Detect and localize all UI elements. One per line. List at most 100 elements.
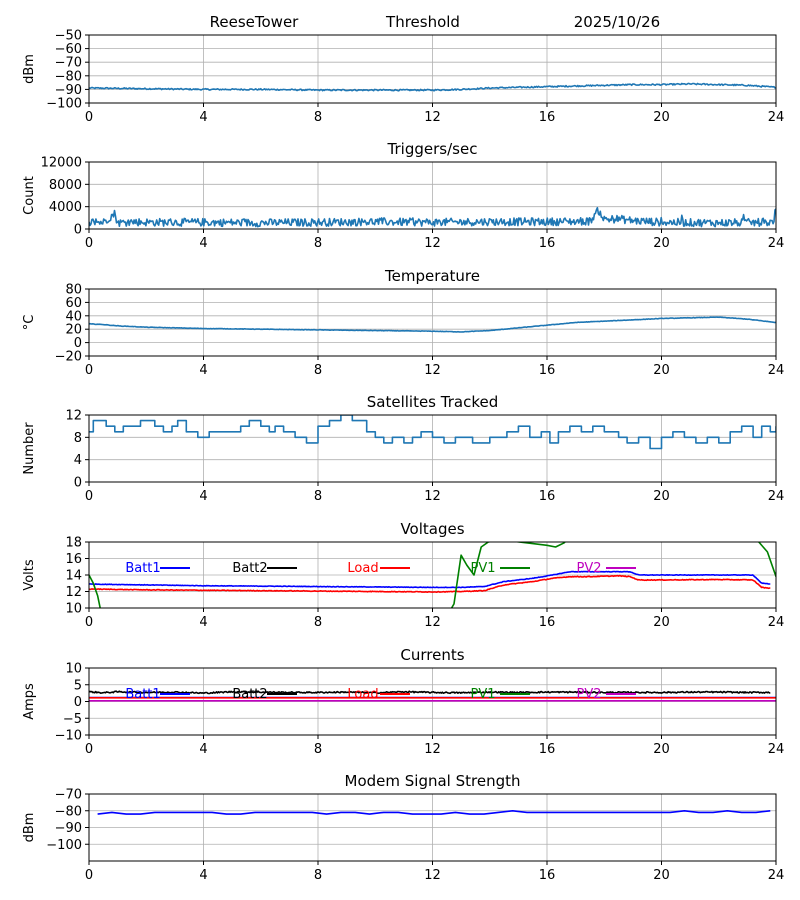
y-axis-label: °C: [22, 315, 37, 331]
x-tick-label: 8: [314, 489, 322, 504]
legend-label-batt1: Batt1: [125, 687, 160, 702]
panel-modem: 0 4 8 12 16 20 24 −100 −90 −80−70 Modem Signal Str…: [22, 772, 784, 883]
x-tick-label: 16: [539, 742, 556, 757]
chart-title: Satellites Tracked: [367, 393, 498, 411]
x-tick-label: 16: [539, 615, 556, 630]
x-tick-label: 8: [314, 615, 322, 630]
series-line-triggers: [89, 206, 776, 228]
y-axis-label: Amps: [22, 683, 37, 720]
series-line-threshold: [89, 82, 776, 92]
x-tick-label: 24: [768, 363, 785, 378]
x-tick-label: 4: [199, 868, 207, 883]
legend-label-batt2: Batt2: [232, 561, 267, 576]
x-tick-label: 12: [424, 236, 441, 251]
series-group: [89, 82, 776, 92]
x-tick-label: 4: [199, 236, 207, 251]
y-tick-label: 20: [65, 323, 82, 338]
series-line-batt2: [89, 690, 771, 695]
x-tick-label: 4: [199, 363, 207, 378]
series-line-load: [89, 574, 771, 593]
x-tick-label: 24: [768, 868, 785, 883]
x-tick-label: 8: [314, 110, 322, 125]
y-tick-label: 16: [65, 552, 82, 567]
x-tick-label: 0: [85, 742, 93, 757]
x-tick-label: 8: [314, 742, 322, 757]
y-tick-label: 0: [74, 476, 82, 491]
legend-label-load: Load: [347, 561, 378, 576]
x-tick-label: 20: [653, 363, 670, 378]
x-tick-label: 24: [768, 742, 785, 757]
y-tick-label: 80: [65, 283, 82, 298]
y-tick-label: −10: [55, 729, 82, 744]
x-tick-label: 16: [539, 110, 556, 125]
y-tick-label: 12000: [41, 156, 82, 171]
x-tick-label: 8: [314, 868, 322, 883]
x-tick-label: 12: [424, 615, 441, 630]
y-tick-label: −70: [55, 788, 82, 803]
legend-label-batt1: Batt1: [125, 561, 160, 576]
x-tick-label: 16: [539, 236, 556, 251]
y-axis-label: Count: [22, 176, 37, 215]
chart-title: Temperature: [384, 267, 480, 285]
legend-label-pv1: PV1: [470, 561, 495, 576]
x-tick-label: 20: [653, 236, 670, 251]
y-tick-label: 10: [65, 662, 82, 677]
x-tick-label: 0: [85, 489, 93, 504]
x-tick-label: 12: [424, 363, 441, 378]
series-group: [89, 690, 776, 702]
x-tick-label: 20: [653, 615, 670, 630]
y-axis-label: dBm: [22, 54, 37, 84]
y-tick-label: 4: [74, 453, 82, 468]
x-tick-label: 16: [539, 868, 556, 883]
x-tick-label: 8: [314, 363, 322, 378]
y-tick-label: 60: [65, 296, 82, 311]
x-tick-label: 12: [424, 489, 441, 504]
chart-title: Triggers/sec: [387, 140, 478, 158]
x-tick-label: 16: [539, 489, 556, 504]
series-group: [89, 206, 776, 228]
legend-label-batt2: Batt2: [232, 687, 267, 702]
x-tick-label: 12: [424, 742, 441, 757]
x-tick-label: 24: [768, 236, 785, 251]
chart-title: Modem Signal Strength: [345, 772, 521, 790]
y-tick-label: 0: [74, 336, 82, 351]
x-tick-label: 20: [653, 742, 670, 757]
y-tick-label: 12: [65, 409, 82, 424]
series-group: [89, 415, 776, 450]
x-tick-label: 20: [653, 110, 670, 125]
legend-label-pv2: PV2: [576, 687, 601, 702]
x-tick-label: 20: [653, 868, 670, 883]
x-tick-label: 8: [314, 236, 322, 251]
x-tick-label: 4: [199, 489, 207, 504]
legend-label-load: Load: [347, 687, 378, 702]
x-tick-label: 4: [199, 615, 207, 630]
chart-title: Voltages: [400, 520, 464, 538]
panel-satellites: 0 4 8 12 16 20 24 0 4 8 12 Satellites Tracked Number: [22, 393, 784, 504]
series-group: [89, 542, 776, 608]
x-tick-label: 12: [424, 868, 441, 883]
header-station: ReeseTower: [210, 13, 300, 31]
x-tick-label: 24: [768, 615, 785, 630]
y-tick-label: 0: [74, 223, 82, 238]
x-tick-label: 0: [85, 236, 93, 251]
y-tick-label: −80: [55, 69, 82, 84]
series-line-temperature: [89, 316, 776, 333]
x-tick-label: 16: [539, 363, 556, 378]
y-tick-label: 8: [74, 431, 82, 446]
y-tick-label: −100: [46, 838, 82, 853]
y-axis-label: dBm: [22, 813, 37, 843]
x-tick-label: 24: [768, 489, 785, 504]
header-panel: Threshold: [385, 13, 460, 31]
x-tick-label: 12: [424, 110, 441, 125]
y-tick-label: 10: [65, 602, 82, 617]
legend-label-pv1: PV1: [470, 687, 495, 702]
x-tick-label: 0: [85, 868, 93, 883]
y-tick-label: 0: [74, 695, 82, 710]
y-tick-label: −70: [55, 56, 82, 71]
y-tick-label: −90: [55, 83, 82, 98]
x-tick-label: 24: [768, 110, 785, 125]
y-tick-label: 18: [65, 536, 82, 551]
